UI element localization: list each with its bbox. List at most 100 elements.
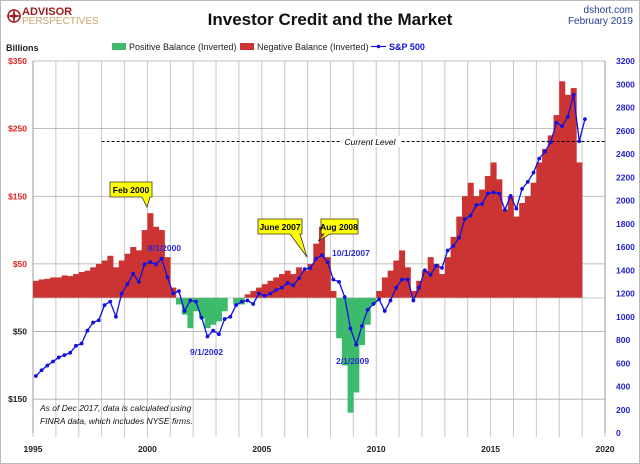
callout-label: Feb 2000 <box>113 185 150 195</box>
sp500-point <box>108 299 113 304</box>
sp500-point <box>285 281 290 285</box>
negative-balance-bar <box>301 270 308 298</box>
right-tick-label: 1000 <box>616 312 635 322</box>
right-axis-ticks: 3200300028002600240022002000180016001400… <box>616 56 635 438</box>
positive-balance-bar <box>370 297 377 305</box>
negative-balance-bar <box>267 280 274 298</box>
negative-balance-bar <box>564 94 571 298</box>
x-tick-label: 2010 <box>367 444 386 454</box>
sp500-point <box>308 266 313 270</box>
sp500-point <box>68 350 73 355</box>
negative-balance-bar <box>473 196 480 298</box>
sp500-point <box>560 124 564 128</box>
sp500-point <box>485 191 490 196</box>
sp500-point <box>503 207 507 212</box>
negative-balance-bar <box>33 280 40 298</box>
compass-icon <box>6 8 22 24</box>
legend-label-positive: Positive Balance (Inverted) <box>129 42 237 52</box>
sp500-point <box>371 302 376 306</box>
negative-balance-bar <box>559 81 566 298</box>
negative-balance-bar <box>376 290 383 298</box>
sp500-point <box>497 191 502 196</box>
note-line1: As of Dec 2017, data is calculated using <box>39 403 191 413</box>
sp500-point <box>342 295 347 299</box>
source-label: dshort.com <box>584 5 633 16</box>
negative-balance-bar <box>95 263 102 298</box>
callout-june-2007: June 2007 <box>257 218 308 258</box>
sp500-point <box>543 149 547 154</box>
point-label: 2/1/2009 <box>336 356 369 366</box>
negative-balance-bar <box>479 189 486 298</box>
negative-balance-bar <box>530 182 537 298</box>
positive-balance-bar <box>204 297 211 329</box>
sp500-point <box>377 297 381 302</box>
sp500-point <box>194 299 198 304</box>
point-label: 8/1/2000 <box>148 243 181 253</box>
sp500-point <box>125 282 130 287</box>
negative-balance-bar <box>55 277 62 298</box>
sp500-point <box>45 363 50 368</box>
sp500-point <box>491 190 496 195</box>
sp500-point <box>114 314 118 319</box>
negative-balance-bar <box>536 162 543 298</box>
sp500-point <box>33 374 38 378</box>
positive-balance-bar <box>181 297 188 315</box>
positive-balance-bar <box>210 297 217 325</box>
right-tick-label: 400 <box>616 382 630 392</box>
positive-balance-bar <box>216 297 223 322</box>
legend-swatch-positive <box>112 43 126 50</box>
legend: Positive Balance (Inverted) Negative Bal… <box>112 42 425 52</box>
sp500-point <box>428 273 433 277</box>
advisor-perspectives-logo: ADVISOR PERSPECTIVES <box>6 6 99 27</box>
logo-line2: PERSPECTIVES <box>22 16 99 27</box>
sp500-point <box>274 288 278 292</box>
x-tick-label: 2005 <box>252 444 271 454</box>
negative-balance-bar <box>433 263 440 298</box>
sp500-point <box>188 298 193 303</box>
positive-balance-bar <box>176 297 183 305</box>
negative-balance-bar <box>570 88 577 298</box>
negative-balance-bar <box>410 290 417 298</box>
negative-balance-bar <box>519 203 526 298</box>
negative-balance-bar <box>107 255 114 298</box>
callout-label: June 2007 <box>259 222 300 232</box>
sp500-point <box>405 277 410 282</box>
right-tick-label: 3000 <box>616 79 635 89</box>
right-tick-label: 1400 <box>616 265 635 275</box>
negative-balance-bar <box>324 257 331 298</box>
current-level-label-bg <box>340 136 400 147</box>
sp500-point <box>417 285 421 290</box>
negative-balance-bar <box>542 148 549 298</box>
negative-balance-bar <box>296 267 303 298</box>
left-tick-label: $150 <box>8 394 27 404</box>
negative-balance-bar <box>330 290 337 298</box>
sp500-point <box>51 359 55 364</box>
chart-title: Investor Credit and the Market <box>208 10 453 29</box>
sp500-point <box>239 299 244 304</box>
sp500-point <box>136 279 141 284</box>
sp500-point <box>554 120 559 125</box>
sp500-point <box>319 253 324 258</box>
sp500-point <box>279 285 284 290</box>
sp500-point <box>165 275 170 280</box>
sp500-point <box>251 302 256 306</box>
sp500-point <box>474 203 479 208</box>
negative-balance-bar <box>50 277 57 298</box>
negative-balance-bar <box>502 209 509 298</box>
gridlines <box>32 60 606 437</box>
sp500-point <box>182 309 187 313</box>
negative-balance-bar <box>44 278 51 298</box>
positive-balance-bar <box>198 297 205 319</box>
sp500-point <box>571 92 576 97</box>
sp500-point <box>365 307 370 312</box>
right-tick-label: 2000 <box>616 196 635 206</box>
right-tick-label: 0 <box>616 428 621 438</box>
sp500-point <box>337 279 341 284</box>
negative-balance-bar <box>381 277 388 298</box>
negative-balance-bar <box>484 175 491 298</box>
negative-balance-bar <box>507 196 514 298</box>
negative-balance-bar <box>250 290 257 298</box>
sp500-point <box>548 140 553 145</box>
sp500-point <box>577 139 582 144</box>
